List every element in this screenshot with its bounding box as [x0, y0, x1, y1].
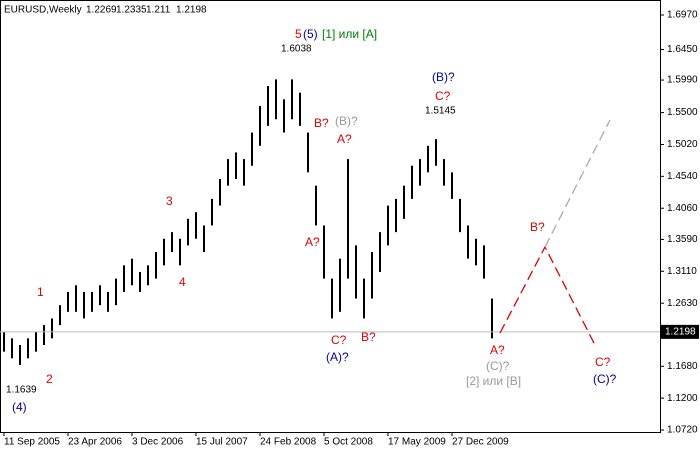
x-tick-label: 24 Feb 2008 [260, 437, 317, 448]
wave-label: C? [331, 333, 347, 347]
wave-label: (A)? [326, 350, 349, 364]
wave-label: [1] или [A] [322, 27, 377, 41]
y-tick-label: 1.2630 [667, 298, 698, 309]
wave-label: (5) [303, 27, 318, 41]
wave-label: 1.5145 [425, 106, 456, 117]
y-tick-label: 1.4060 [667, 203, 698, 214]
y-tick-label: 1.1680 [667, 361, 698, 372]
wave-label: B? [530, 220, 545, 234]
y-tick-label: 1.3590 [667, 234, 698, 245]
x-tick-label: 5 Oct 2008 [324, 437, 373, 448]
last-price-box [661, 324, 699, 339]
wave-label: (C)? [486, 359, 510, 373]
x-tick-label: 3 Dec 2006 [132, 437, 184, 448]
wave-label: (4) [12, 400, 27, 414]
wave-label: A? [305, 235, 320, 249]
y-tick-label: 1.4540 [667, 171, 698, 182]
y-tick-label: 1.3110 [667, 266, 697, 277]
wave-label: 1.6038 [281, 44, 312, 55]
x-tick-label: 11 Sep 2005 [4, 437, 60, 448]
close: 1.2198 [176, 5, 207, 16]
x-tick-label: 17 May 2009 [388, 437, 446, 448]
wave-label: 1.1639 [6, 385, 37, 396]
wave-label: A? [337, 132, 352, 146]
last-price-label: 1.2198 [665, 327, 696, 338]
wave-label: B? [361, 330, 376, 344]
wave-label: 1 [37, 285, 44, 299]
y-tick-label: 1.6970 [667, 10, 698, 21]
x-tick-label: 23 Apr 2006 [68, 437, 122, 448]
wave-label: (C)? [593, 372, 617, 386]
symbol: EURUSD,Weekly [4, 5, 82, 16]
wave-label: C? [435, 89, 451, 103]
wave-label: A? [490, 343, 505, 357]
low: 1.211 [146, 5, 171, 16]
wave-label: 2 [46, 372, 53, 386]
open: 1.2269 [86, 5, 117, 16]
wave-label: 3 [166, 194, 173, 208]
y-tick-label: 1.5500 [667, 107, 698, 118]
y-tick-label: 1.1200 [667, 393, 698, 404]
y-tick-label: 1.5990 [667, 75, 698, 86]
wave-label: (B)? [432, 70, 455, 84]
wave-label: [2] или [B] [466, 374, 521, 388]
wave-label: B? [314, 116, 329, 130]
y-tick-label: 1.0720 [667, 425, 698, 436]
y-tick-label: 1.5020 [667, 139, 698, 150]
forecast-alt [544, 119, 611, 248]
x-tick-label: 15 Jul 2007 [196, 437, 248, 448]
wave-label: C? [595, 355, 611, 369]
wave-label: 5 [295, 27, 302, 41]
x-tick-label: 27 Dec 2009 [452, 437, 509, 448]
high: 1.2335 [116, 5, 147, 16]
y-tick-label: 1.6450 [667, 44, 698, 55]
plot-frame [0, 0, 661, 433]
wave-label: (B)? [335, 114, 358, 128]
wave-label: 4 [179, 275, 186, 289]
